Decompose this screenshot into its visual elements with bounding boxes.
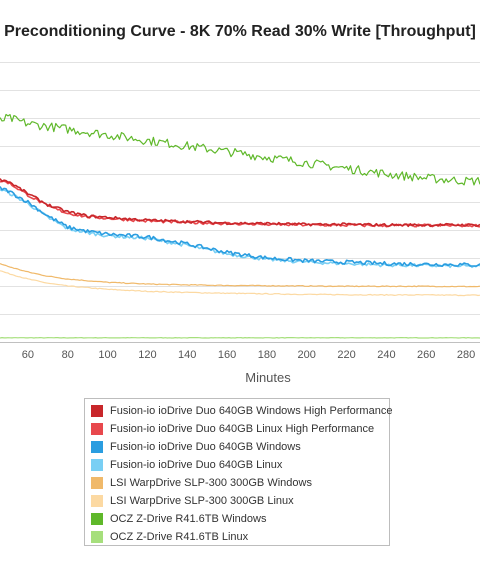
series-line xyxy=(0,113,480,186)
legend-label: OCZ Z-Drive R41.6TB Linux xyxy=(110,531,249,543)
legend-item[interactable]: Fusion-io ioDrive Duo 640GB Linux xyxy=(91,456,389,474)
legend-swatch xyxy=(91,495,103,507)
legend-label: Fusion-io ioDrive Duo 640GB Windows High… xyxy=(110,405,393,417)
legend-item[interactable]: LSI WarpDrive SLP-300 300GB Linux xyxy=(91,492,389,510)
x-tick-label: 100 xyxy=(98,349,116,361)
legend-item[interactable]: Fusion-io ioDrive Duo 640GB Linux High P… xyxy=(91,420,389,438)
legend-swatch xyxy=(91,459,103,471)
x-tick-label: 280 xyxy=(457,349,475,361)
x-tick-label: 260 xyxy=(417,349,435,361)
legend-swatch xyxy=(91,423,103,435)
series-line xyxy=(0,270,480,297)
legend-item[interactable]: OCZ Z-Drive R41.6TB Windows xyxy=(91,510,389,528)
series-line xyxy=(0,178,480,228)
legend-label: Fusion-io ioDrive Duo 640GB Linux High P… xyxy=(110,423,375,435)
legend-label: LSI WarpDrive SLP-300 300GB Windows xyxy=(110,477,312,489)
series-line xyxy=(0,188,480,269)
x-tick-label: 240 xyxy=(377,349,395,361)
series-line xyxy=(0,186,480,267)
series-line xyxy=(0,180,480,228)
plot-area xyxy=(0,113,480,339)
legend: Fusion-io ioDrive Duo 640GB Windows High… xyxy=(84,398,393,546)
legend-label: Fusion-io ioDrive Duo 640GB Windows xyxy=(110,441,301,453)
series-line xyxy=(0,263,480,288)
legend-label: Fusion-io ioDrive Duo 640GB Linux xyxy=(110,459,283,471)
legend-item[interactable]: Fusion-io ioDrive Duo 640GB Windows xyxy=(91,438,389,456)
x-tick-label: 80 xyxy=(62,349,74,361)
x-tick-label: 60 xyxy=(22,349,34,361)
x-tick-label: 120 xyxy=(138,349,156,361)
grid xyxy=(0,62,480,343)
legend-swatch xyxy=(91,531,103,543)
legend-swatch xyxy=(91,513,103,525)
x-tick-label: 160 xyxy=(218,349,236,361)
x-tick-label: 180 xyxy=(258,349,276,361)
x-axis-title: Minutes xyxy=(245,370,291,385)
legend-swatch xyxy=(91,477,103,489)
legend-item[interactable]: LSI WarpDrive SLP-300 300GB Windows xyxy=(91,474,389,492)
legend-swatch xyxy=(91,405,103,417)
x-tick-label: 140 xyxy=(178,349,196,361)
legend-label: LSI WarpDrive SLP-300 300GB Linux xyxy=(110,495,294,507)
legend-item[interactable]: Fusion-io ioDrive Duo 640GB Windows High… xyxy=(91,402,393,420)
x-tick-label: 200 xyxy=(298,349,316,361)
legend-label: OCZ Z-Drive R41.6TB Windows xyxy=(110,513,267,525)
legend-item[interactable]: OCZ Z-Drive R41.6TB Linux xyxy=(91,528,389,546)
x-tick-label: 220 xyxy=(337,349,355,361)
legend-swatch xyxy=(91,441,103,453)
chart-title: Preconditioning Curve - 8K 70% Read 30% … xyxy=(4,23,476,40)
x-axis-ticks: 60 80 100 120 140 160 180 200 220 240 260 280 xyxy=(22,349,475,361)
